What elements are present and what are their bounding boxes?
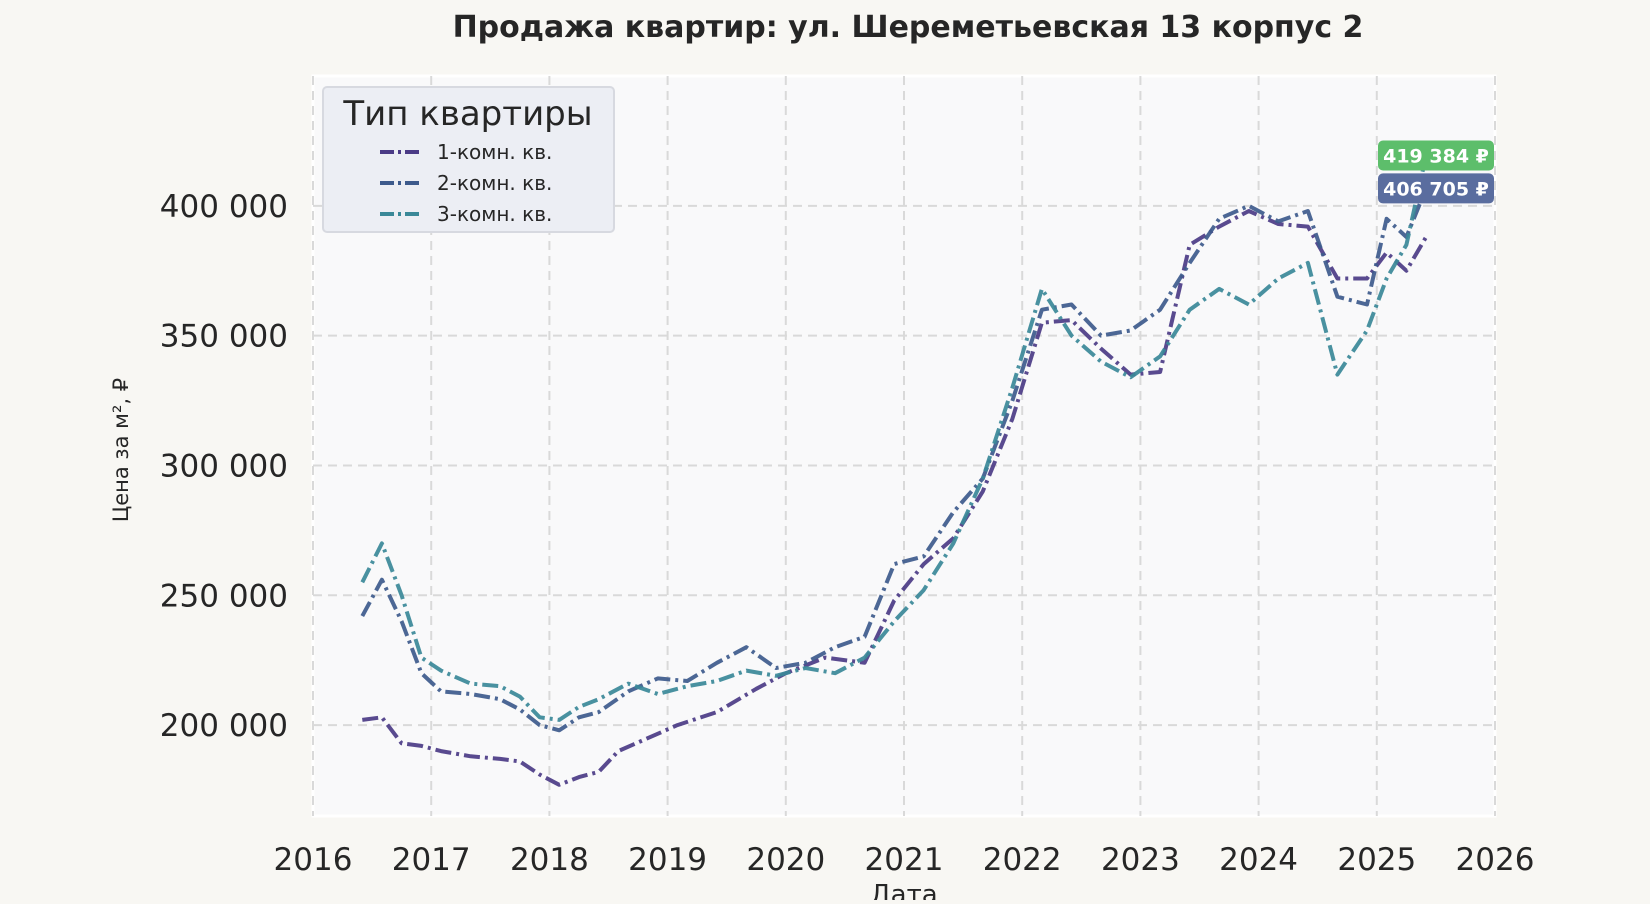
legend: Тип квартиры 1-комн. кв. 2-комн. кв. 3-ком…: [322, 86, 615, 233]
y-tick-label: 200 000: [160, 708, 288, 744]
y-tick-label: 400 000: [160, 189, 288, 225]
x-tick-label: 2017: [392, 842, 471, 878]
x-tick-label: 2018: [510, 842, 589, 878]
y-axis-label: Цена за м², ₽: [109, 378, 133, 522]
value-label: 406 705 ₽: [1383, 178, 1489, 200]
legend-title: Тип квартиры: [342, 94, 592, 134]
value-label-box: [1378, 140, 1494, 171]
x-tick-label: 2019: [628, 842, 707, 878]
series-lines: [360, 155, 1429, 787]
series-line-1: [362, 209, 1428, 787]
value-label: 419 384 ₽: [1383, 145, 1489, 167]
series-line-3: [360, 155, 1429, 722]
series-line-2: [360, 187, 1428, 733]
chart-title: Продажа квартир: ул. Шереметьевская 13 к…: [453, 10, 1364, 45]
annotations: 419 384 ₽ 406 705 ₽: [1378, 140, 1494, 204]
x-axis-label: Дата: [870, 880, 937, 900]
y-tick-label: 300 000: [160, 448, 288, 484]
x-tick-label: 2026: [1456, 842, 1535, 878]
x-axis: 2016 2017 2018 2019 2020 2021 2022 2023 2024 2025…: [274, 842, 1535, 878]
x-tick-label: 2022: [983, 842, 1062, 878]
x-tick-label: 2025: [1337, 842, 1416, 878]
y-tick-label: 350 000: [160, 319, 288, 355]
x-tick-label: 2016: [274, 842, 353, 878]
legend-label: 3-комн. кв.: [437, 202, 552, 226]
legend-label: 1-комн. кв.: [437, 140, 552, 164]
x-tick-label: 2020: [746, 842, 825, 878]
y-axis: 200 000 250 000 300 000 350 000 400 000: [160, 189, 288, 744]
x-tick-label: 2021: [865, 842, 944, 878]
x-tick-label: 2024: [1219, 842, 1298, 878]
y-tick-label: 250 000: [160, 578, 288, 614]
x-tick-label: 2023: [1101, 842, 1180, 878]
legend-label: 2-комн. кв.: [437, 171, 552, 195]
legend-box: [322, 86, 615, 233]
value-label-box: [1378, 173, 1494, 204]
legend-items: 1-комн. кв. 2-комн. кв. 3-комн. кв.: [380, 140, 552, 226]
